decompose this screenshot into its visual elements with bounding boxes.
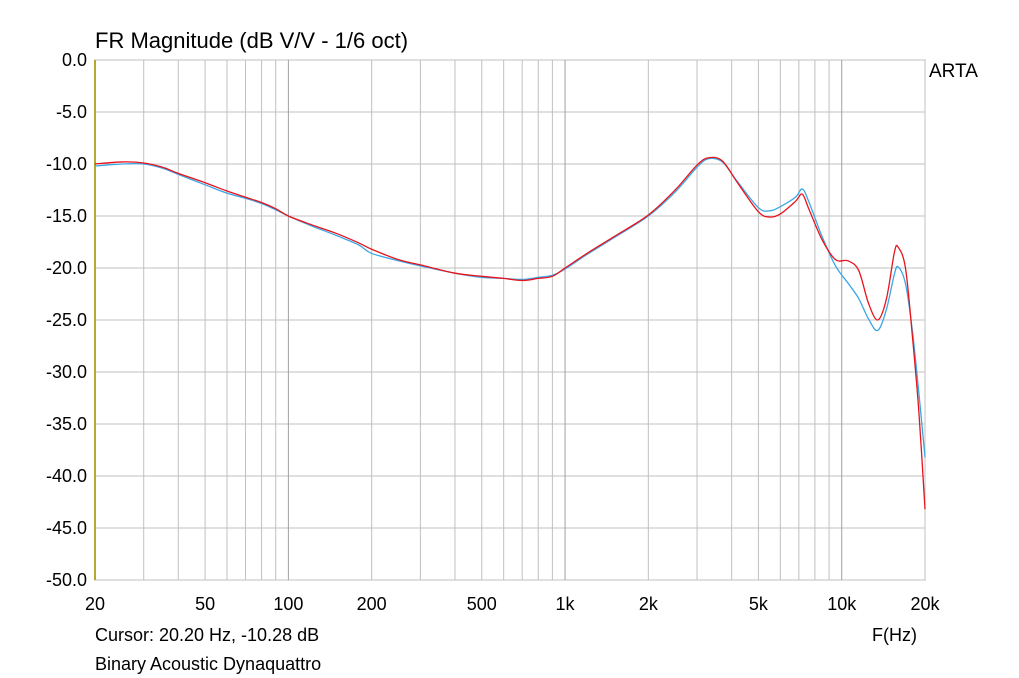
grid-lines — [94, 59, 926, 581]
y-tick-label: -25.0 — [46, 310, 87, 330]
cursor-readout: Cursor: 20.20 Hz, -10.28 dB — [95, 625, 320, 645]
chart-title: FR Magnitude (dB V/V - 1/6 oct) — [95, 28, 409, 53]
y-tick-label: -30.0 — [46, 362, 87, 382]
y-tick-label: 0.0 — [62, 50, 87, 70]
y-tick-label: -20.0 — [46, 258, 87, 278]
data-series — [94, 156, 926, 510]
y-tick-label: -45.0 — [46, 518, 87, 538]
device-name-label: Binary Acoustic Dynaquattro — [95, 654, 322, 674]
y-tick-label: -10.0 — [46, 154, 87, 174]
x-tick-label: 5k — [749, 594, 769, 614]
series-line-blue — [94, 157, 926, 458]
y-tick-label: -50.0 — [46, 570, 87, 590]
y-tick-label: -15.0 — [46, 206, 87, 226]
x-tick-label: 20 — [85, 594, 105, 614]
x-tick-label: 10k — [827, 594, 857, 614]
y-tick-label: -5.0 — [56, 102, 87, 122]
x-tick-label: 20k — [910, 594, 940, 614]
x-tick-label: 1k — [556, 594, 576, 614]
series-line-red — [94, 156, 926, 510]
x-tick-label: 50 — [195, 594, 215, 614]
axis-tick-labels: 0.0 -5.0 -10.0 -15.0 -20.0 -25.0 -30.0 -35.0 -40… — [46, 50, 941, 614]
x-tick-label: 200 — [357, 594, 387, 614]
x-tick-label: 2k — [639, 594, 659, 614]
x-tick-label: 100 — [273, 594, 303, 614]
x-axis-unit-label: F(Hz) — [872, 625, 917, 645]
y-tick-label: -35.0 — [46, 414, 87, 434]
x-tick-label: 500 — [467, 594, 497, 614]
y-tick-label: -40.0 — [46, 466, 87, 486]
